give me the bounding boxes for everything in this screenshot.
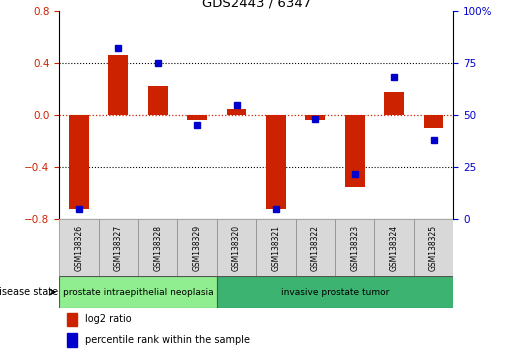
Title: GDS2443 / 6347: GDS2443 / 6347 (201, 0, 311, 10)
Text: GSM138326: GSM138326 (75, 225, 83, 271)
Bar (266, 115, 286, 209)
Bar (69, 115, 89, 209)
Text: log2 ratio: log2 ratio (85, 314, 131, 325)
Bar (177, 219, 217, 276)
Bar (148, 86, 167, 115)
Text: GSM138324: GSM138324 (390, 225, 399, 271)
Bar (335, 219, 374, 276)
Bar (109, 55, 128, 115)
Bar (67, 333, 77, 347)
Bar (59, 276, 217, 308)
Text: GSM138328: GSM138328 (153, 225, 162, 271)
Bar (217, 219, 256, 276)
Bar (59, 219, 99, 276)
Text: invasive prostate tumor: invasive prostate tumor (281, 287, 389, 297)
Bar (414, 219, 453, 276)
Text: prostate intraepithelial neoplasia: prostate intraepithelial neoplasia (63, 287, 213, 297)
Bar (217, 276, 453, 308)
Bar (67, 313, 77, 326)
Text: GSM138329: GSM138329 (193, 225, 201, 271)
Bar (374, 219, 414, 276)
Text: GSM138323: GSM138323 (350, 225, 359, 271)
Bar (424, 115, 443, 128)
Bar (384, 92, 404, 115)
Bar (256, 219, 296, 276)
Bar (296, 219, 335, 276)
Text: GSM138321: GSM138321 (271, 225, 280, 271)
Text: GSM138325: GSM138325 (429, 225, 438, 271)
Bar (345, 115, 365, 187)
Text: disease state: disease state (0, 287, 58, 297)
Bar (227, 109, 246, 115)
Text: GSM138320: GSM138320 (232, 225, 241, 271)
Text: GSM138322: GSM138322 (311, 225, 320, 271)
Bar (305, 115, 325, 120)
Text: percentile rank within the sample: percentile rank within the sample (85, 335, 250, 345)
Bar (99, 219, 138, 276)
Bar (138, 219, 177, 276)
Bar (187, 115, 207, 120)
Text: GSM138327: GSM138327 (114, 225, 123, 271)
